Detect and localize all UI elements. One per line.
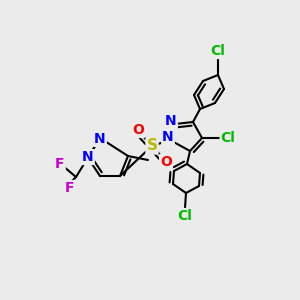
Text: N: N <box>82 150 94 164</box>
Text: Cl: Cl <box>178 209 192 223</box>
Text: O: O <box>132 123 144 137</box>
Text: N: N <box>162 130 174 144</box>
Text: S: S <box>146 139 158 154</box>
Text: F: F <box>65 181 75 195</box>
Text: N: N <box>165 114 177 128</box>
Text: Cl: Cl <box>220 131 236 145</box>
Text: N: N <box>94 132 106 146</box>
Text: O: O <box>160 155 172 169</box>
Text: F: F <box>55 157 65 171</box>
Text: Cl: Cl <box>211 44 225 58</box>
